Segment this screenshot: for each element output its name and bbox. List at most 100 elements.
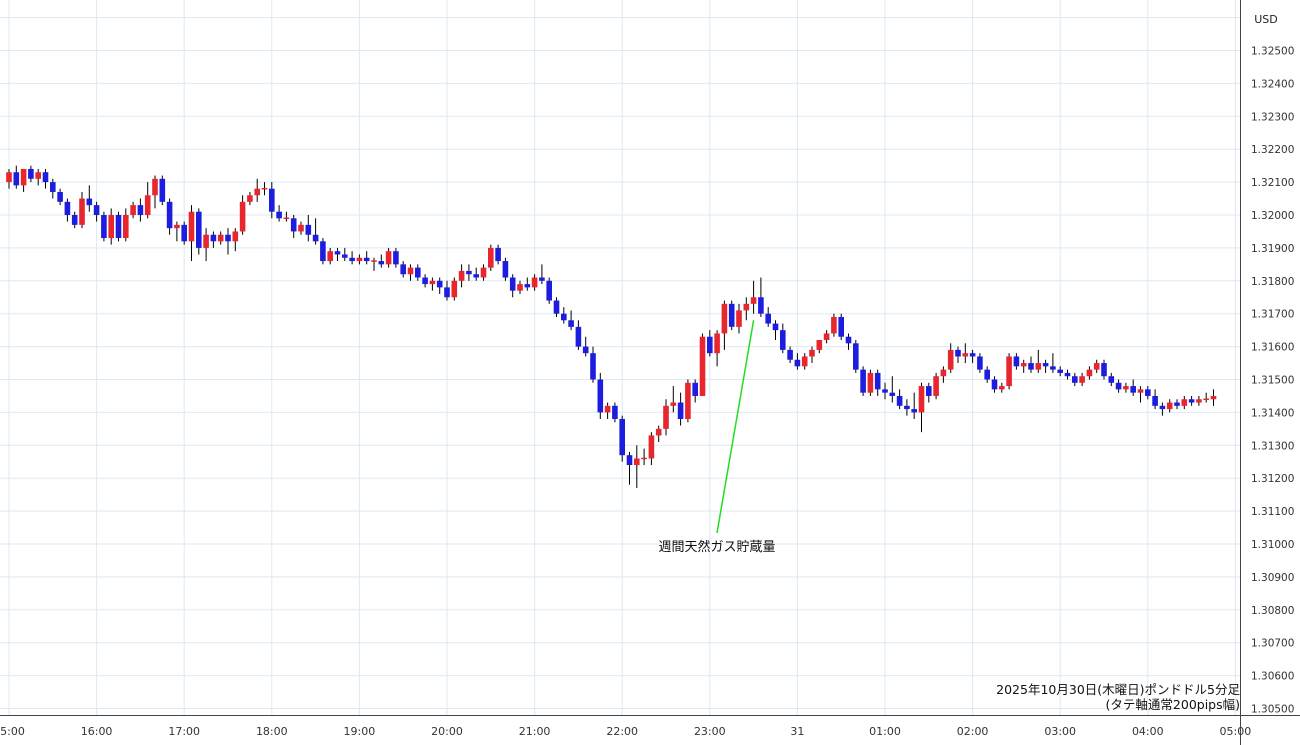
candle-down <box>1152 395 1158 406</box>
candle-up <box>429 280 436 285</box>
candle-down <box>582 346 589 354</box>
annotation-leader-line <box>716 320 755 534</box>
candle-down <box>984 369 990 380</box>
candle-down <box>787 349 793 360</box>
candle-down <box>415 267 421 278</box>
chart-caption-line: (タテ軸通常200pips幅) <box>1106 697 1240 712</box>
candle-up <box>152 178 158 196</box>
candle-up <box>254 188 260 196</box>
candle-down <box>991 379 998 390</box>
price-tick-label: 1.30600 <box>1251 671 1294 683</box>
candle-down <box>115 215 122 239</box>
candle-down <box>71 215 78 225</box>
candle-up <box>714 333 720 354</box>
candle-up <box>685 382 691 419</box>
candle-up <box>867 372 874 393</box>
candle-up <box>634 458 640 466</box>
candle-down <box>363 257 370 262</box>
candle-up <box>488 247 494 268</box>
candle-down <box>758 297 764 314</box>
price-tick-label: 1.31400 <box>1251 407 1294 419</box>
candle-down <box>1028 363 1034 370</box>
candle-down <box>1188 399 1195 403</box>
price-tick-label: 1.32200 <box>1251 144 1294 156</box>
candle-down <box>334 251 341 255</box>
candle-down <box>911 409 917 413</box>
time-tick-label: 19:00 <box>344 725 376 738</box>
candle-up <box>247 195 253 202</box>
time-tick-label: 18:00 <box>256 725 288 738</box>
price-axis: USD 1.32500 1.32400 1.32300 1.32200 1.32100 1… <box>1240 0 1294 745</box>
candle-up <box>261 187 268 190</box>
candle-up <box>743 303 750 311</box>
candle-up <box>999 386 1005 390</box>
candle-up <box>203 234 209 248</box>
candle-up <box>480 267 487 278</box>
candle-down <box>86 198 93 206</box>
candle-up <box>517 284 523 291</box>
candle-down <box>765 313 771 324</box>
candle-up <box>239 201 246 232</box>
time-tick-label: 01:00 <box>869 725 901 738</box>
chart-grid <box>0 0 1240 715</box>
candle-down <box>473 274 479 278</box>
candle-up <box>641 457 647 460</box>
candle-up <box>670 402 677 406</box>
annotations-layer: 週間天然ガス貯蔵量 <box>658 320 776 555</box>
candle-up <box>1035 363 1042 370</box>
candle-down <box>626 455 633 466</box>
candle-up <box>451 280 458 298</box>
candle-down <box>728 303 735 327</box>
candle-up <box>531 277 538 288</box>
candle-down <box>677 402 684 419</box>
price-tick-label: 1.31600 <box>1251 342 1294 354</box>
candle-up <box>407 267 414 275</box>
candle-down <box>159 178 166 202</box>
annotation-label: 週間天然ガス貯蔵量 <box>658 539 775 555</box>
candle-down <box>378 261 385 265</box>
candle-up <box>655 428 662 436</box>
candle-down <box>342 254 348 258</box>
candle-up <box>108 215 114 239</box>
candle-down <box>422 277 428 285</box>
candle-down <box>707 336 713 354</box>
price-tick-label: 1.32100 <box>1251 177 1294 189</box>
candle-up <box>823 333 830 341</box>
candle-up <box>123 215 129 239</box>
candle-down <box>1145 389 1151 396</box>
time-tick-label: 23:00 <box>694 725 726 738</box>
candle-down <box>181 224 187 242</box>
candle-down <box>845 336 852 344</box>
candle-down <box>436 280 443 288</box>
candle-down <box>57 191 63 202</box>
candle-down <box>276 211 282 219</box>
candle-up <box>933 376 939 396</box>
price-tick-label: 1.31900 <box>1251 243 1294 255</box>
candle-down <box>64 201 71 215</box>
candle-up <box>20 168 27 186</box>
candle-up <box>1210 395 1217 400</box>
candle-down <box>101 215 107 239</box>
candle-down <box>780 330 786 350</box>
time-tick-label: 17:00 <box>168 725 200 738</box>
candle-down <box>305 224 312 235</box>
price-tick-label: 1.32000 <box>1251 210 1294 222</box>
candle-up <box>918 386 925 413</box>
currency-label: USD <box>1254 13 1278 26</box>
candle-up <box>283 217 290 220</box>
candle-up <box>458 270 465 281</box>
candle-down <box>137 205 144 215</box>
candle-down <box>568 320 574 327</box>
candle-down <box>42 172 49 183</box>
price-tick-label: 1.30500 <box>1251 704 1294 716</box>
candle-up <box>1166 402 1173 410</box>
candle-up <box>962 353 969 357</box>
candle-up <box>1006 356 1012 387</box>
chart-footer: 2025年10月30日(木曜日)ポンドドル5分足(タテ軸通常200pips幅) <box>996 682 1240 712</box>
candle-down <box>1130 386 1136 393</box>
time-tick-label: 22:00 <box>606 725 638 738</box>
price-tick-label: 1.31800 <box>1251 276 1294 288</box>
candle-down <box>561 313 567 321</box>
candle-down <box>575 326 582 347</box>
candle-up <box>1123 386 1129 390</box>
